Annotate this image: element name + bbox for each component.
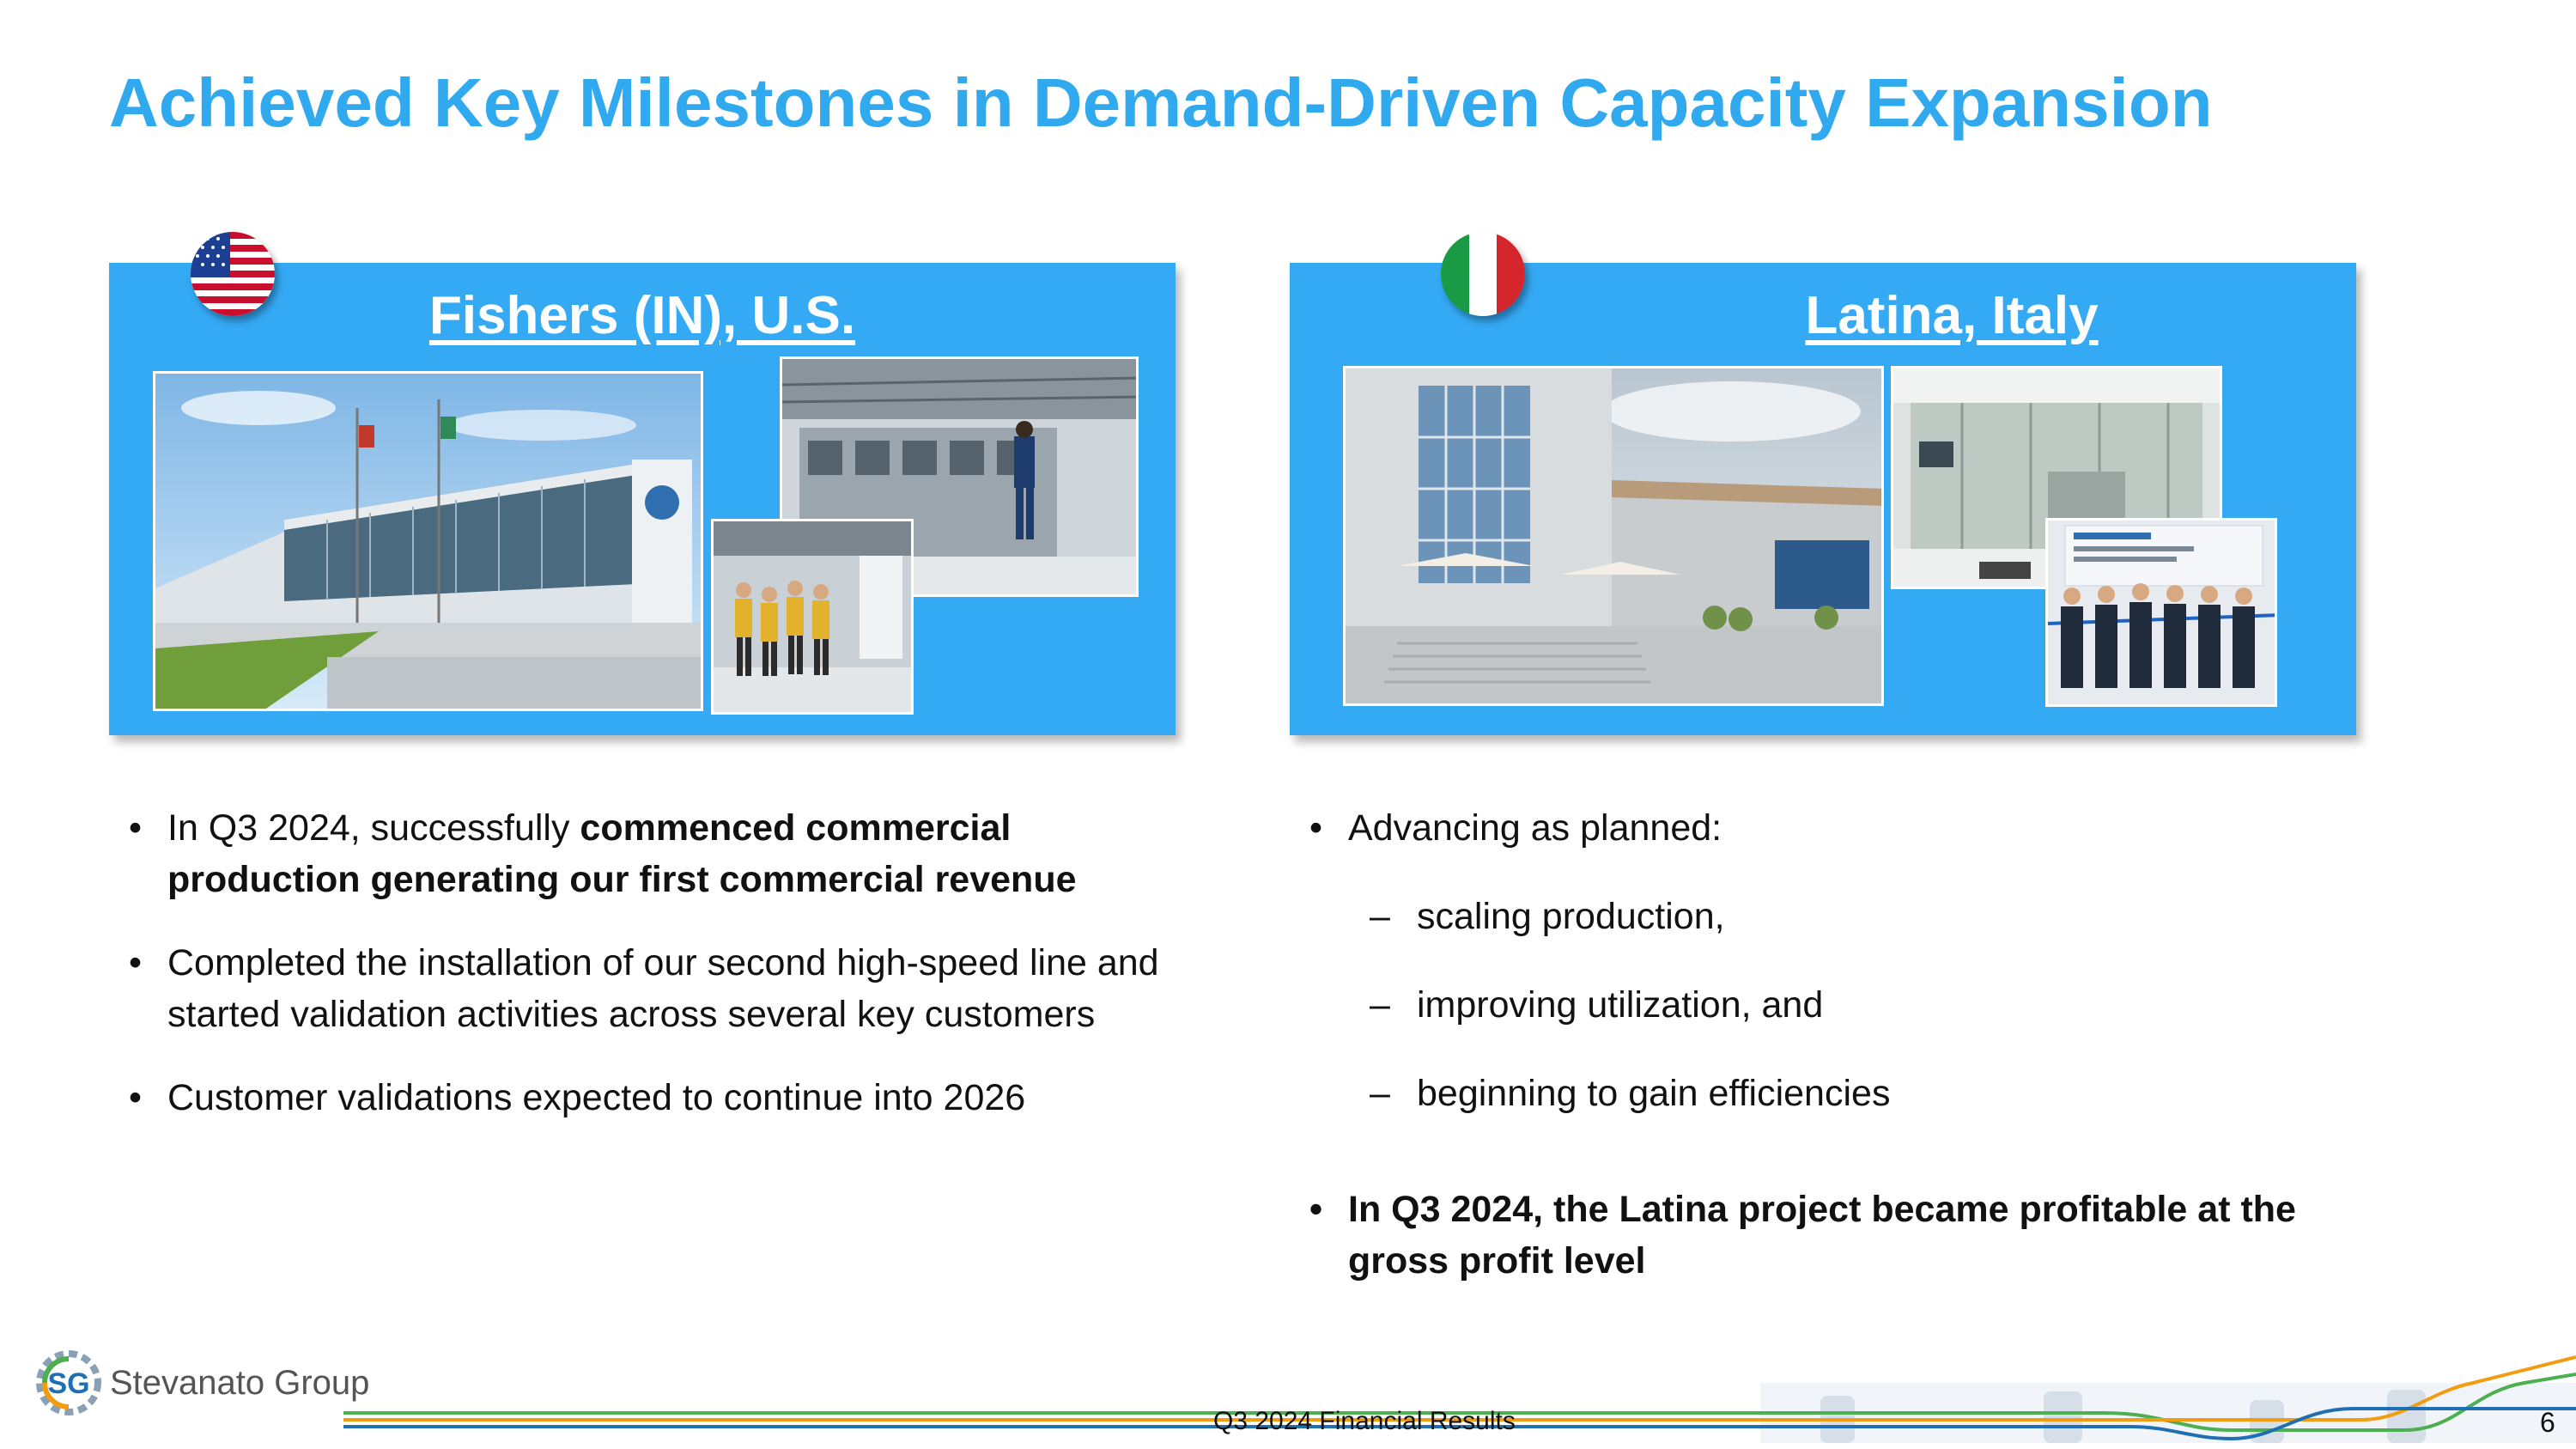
fishers-panel: Fishers (IN), U.S. (109, 263, 1176, 735)
fishers-building-photo (153, 371, 703, 711)
latina-sub-item-1: – scaling production, (1370, 896, 1725, 937)
latina-ribbon-cutting-photo (2045, 518, 2277, 707)
footer-decorative-lines (343, 1355, 2576, 1443)
fishers-bullet-2: Completed the installation of our second… (129, 937, 1202, 1040)
latina-panel: Latina, Italy (1290, 263, 2356, 735)
latina-bullet-profitable: In Q3 2024, the Latina project became pr… (1309, 1184, 2391, 1287)
slide-title: Achieved Key Milestones in Demand-Driven… (109, 64, 2213, 141)
fishers-bullet-3: Customer validations expected to continu… (129, 1072, 1202, 1123)
latina-heading: Latina, Italy (1805, 286, 2099, 345)
footer-label: Q3 2024 Financial Results (1213, 1407, 1516, 1435)
logo-text: Stevanato Group (110, 1363, 370, 1402)
fishers-team-visit-photo (711, 519, 914, 715)
fishers-bullet-1: In Q3 2024, successfully commenced comme… (129, 802, 1202, 905)
italy-flag-icon (1441, 232, 1525, 316)
latina-bullets: Advancing as planned: –scaling productio… (1309, 802, 2391, 1318)
us-flag-icon (191, 232, 275, 316)
latina-building-photo (1343, 366, 1884, 706)
latina-sub-item-2: – improving utilization, and (1370, 984, 1824, 1026)
sg-gear-icon: SG (36, 1350, 101, 1416)
fishers-heading: Fishers (IN), U.S. (428, 286, 856, 345)
svg-text:SG: SG (47, 1367, 89, 1400)
stevanato-group-logo: SG Stevanato Group (34, 1349, 369, 1417)
latina-bullet-intro: Advancing as planned: (1309, 802, 2391, 854)
latina-sub-item-3: – beginning to gain efficiencies (1370, 1073, 1891, 1114)
fishers-bullets: In Q3 2024, successfully commenced comme… (129, 802, 1202, 1155)
page-number: 6 (2540, 1407, 2555, 1438)
